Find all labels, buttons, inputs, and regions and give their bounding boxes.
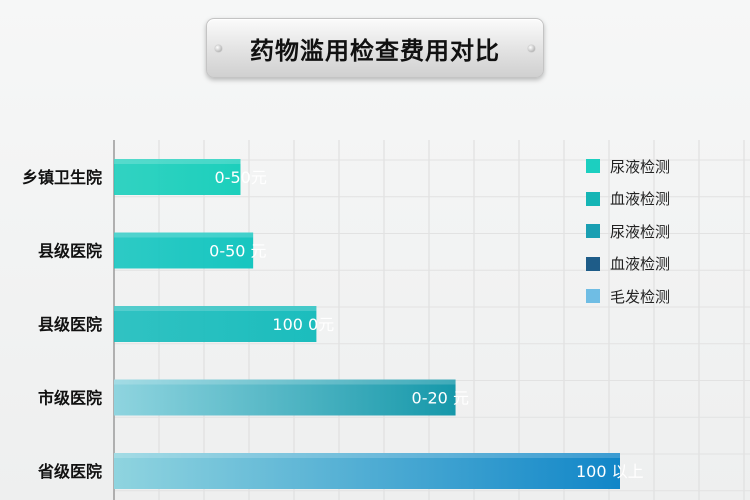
bar — [114, 379, 456, 416]
bar-highlight — [114, 379, 456, 385]
legend-swatch — [586, 256, 600, 271]
legend-label: 血液检测 — [610, 190, 671, 209]
legend-item: 尿液检测 — [586, 150, 670, 183]
value-label: 100 以上 — [576, 462, 644, 481]
legend-label: 毛发检测 — [610, 287, 671, 306]
right-screw-icon — [528, 45, 535, 52]
legend-swatch — [586, 289, 600, 304]
category-label: 省级医院 — [37, 462, 102, 481]
left-screw-icon — [215, 45, 222, 52]
legend-swatch — [586, 191, 600, 206]
legend-item: 血液检测 — [586, 183, 670, 216]
legend-item: 血液检测 — [586, 248, 670, 281]
bar — [114, 306, 317, 342]
value-label: 0-50元 — [215, 168, 267, 187]
bar — [114, 232, 254, 269]
bar — [114, 159, 241, 195]
legend-item: 尿液检测 — [586, 215, 670, 248]
title-plate: 药物滥用检查费用对比 — [206, 18, 544, 78]
bar-highlight — [114, 159, 241, 164]
legend-swatch — [586, 224, 600, 239]
legend: 尿液检测 血液检测 尿液检测 血液检测 毛发检测 — [586, 150, 670, 313]
legend-label: 尿液检测 — [610, 222, 671, 241]
value-label: 0-50 元 — [209, 242, 266, 261]
category-label: 乡镇卫生院 — [22, 168, 102, 187]
category-label: 县级医院 — [38, 315, 102, 334]
category-label: 县级医院 — [38, 242, 102, 261]
legend-swatch — [586, 159, 600, 174]
bar-highlight — [114, 232, 254, 238]
value-label: 0-20 元 — [412, 389, 469, 408]
value-label: 100 0元 — [272, 315, 334, 334]
bar-highlight — [114, 306, 317, 311]
bar-highlight — [114, 453, 620, 458]
category-label: 市级医院 — [38, 389, 102, 408]
legend-item: 毛发检测 — [586, 280, 670, 313]
legend-label: 血液检测 — [610, 255, 671, 274]
chart-title: 药物滥用检查费用对比 — [250, 36, 500, 65]
bar — [114, 453, 620, 489]
legend-label: 尿液检测 — [610, 157, 671, 176]
